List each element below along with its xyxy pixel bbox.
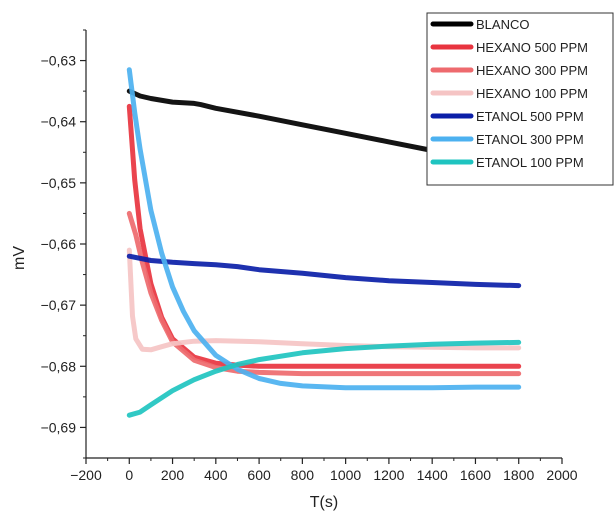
y-tick-label: −0,68 bbox=[41, 358, 77, 374]
y-tick-label: −0,64 bbox=[41, 114, 77, 130]
series-line-etanol-300-ppm bbox=[126, 67, 522, 391]
y-tick-label: −0,66 bbox=[41, 236, 77, 252]
legend-label: ETANOL 500 PPM bbox=[476, 109, 584, 124]
axes: −200 0 200 400 600 800 1000 1200 1400 1600 1800 200… bbox=[41, 29, 578, 483]
x-tick-label: 1000 bbox=[330, 467, 361, 483]
x-tick-label: 400 bbox=[204, 467, 228, 483]
series-line-etanol-500-ppm bbox=[126, 253, 522, 289]
x-tick-label: 1400 bbox=[417, 467, 448, 483]
legend-label: ETANOL 300 PPM bbox=[476, 132, 584, 147]
legend-box bbox=[426, 12, 614, 186]
legend-label: HEXANO 500 PPM bbox=[476, 40, 588, 55]
y-axis-title: mV bbox=[11, 246, 28, 270]
legend-label: HEXANO 100 PPM bbox=[476, 86, 588, 101]
x-tick-label: 200 bbox=[161, 467, 185, 483]
series-line-blanco bbox=[126, 88, 522, 164]
y-tick-label: −0,67 bbox=[41, 297, 77, 313]
series-line-etanol-100-ppm bbox=[126, 339, 522, 418]
x-tick-label: 1600 bbox=[460, 467, 491, 483]
legend-label: BLANCO bbox=[476, 17, 529, 32]
x-tick-label: 0 bbox=[125, 467, 133, 483]
x-tick-label: −200 bbox=[70, 467, 102, 483]
y-tick-label: −0,63 bbox=[41, 53, 77, 69]
x-tick-label: 1200 bbox=[373, 467, 404, 483]
x-tick-label: 1800 bbox=[503, 467, 534, 483]
legend-label: ETANOL 100 PPM bbox=[476, 155, 584, 170]
x-tick-label: 2000 bbox=[546, 467, 577, 483]
x-axis-title: T(s) bbox=[310, 494, 338, 511]
legend: BLANCO HEXANO 500 PPM HEXANO 300 PPM HEXANO… bbox=[426, 12, 614, 186]
series-lines bbox=[126, 67, 522, 418]
y-tick-label: −0,65 bbox=[41, 175, 77, 191]
y-tick-label: −0,69 bbox=[41, 419, 77, 435]
x-tick-label: 600 bbox=[247, 467, 271, 483]
legend-label: HEXANO 300 PPM bbox=[476, 63, 588, 78]
x-tick-label: 800 bbox=[291, 467, 315, 483]
